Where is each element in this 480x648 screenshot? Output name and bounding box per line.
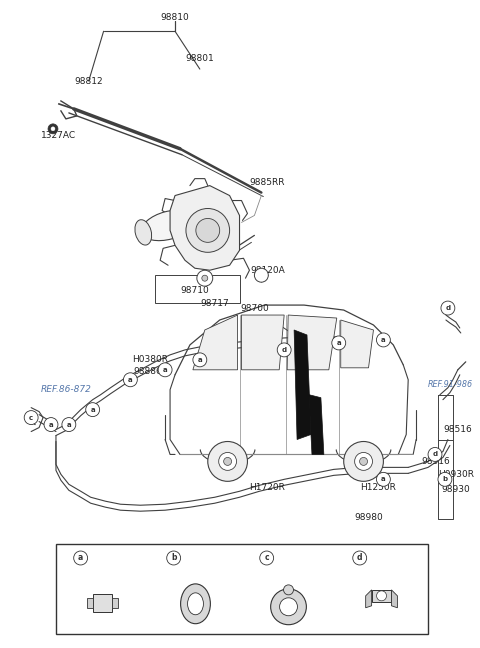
Text: REF.86-872: REF.86-872 — [40, 385, 91, 394]
Circle shape — [377, 591, 386, 601]
Text: a: a — [336, 340, 341, 346]
Text: d: d — [282, 347, 287, 353]
Circle shape — [123, 373, 137, 387]
Circle shape — [74, 551, 87, 565]
Text: d: d — [432, 452, 438, 457]
Circle shape — [24, 411, 38, 424]
Polygon shape — [193, 315, 238, 370]
Bar — [372, 590, 392, 602]
Text: 98810: 98810 — [161, 13, 190, 22]
Text: d: d — [357, 553, 362, 562]
Text: 98940C: 98940C — [281, 553, 316, 562]
Polygon shape — [294, 330, 311, 439]
Text: H0930R: H0930R — [438, 470, 474, 479]
Bar — [56, 544, 428, 634]
Circle shape — [254, 268, 268, 282]
Ellipse shape — [142, 210, 195, 240]
Text: a: a — [78, 553, 83, 562]
Polygon shape — [170, 185, 240, 270]
Bar — [93, 594, 112, 612]
Circle shape — [197, 270, 213, 286]
Text: 81199: 81199 — [98, 553, 127, 562]
Text: a: a — [381, 337, 386, 343]
Circle shape — [167, 551, 180, 565]
Circle shape — [438, 472, 452, 486]
Circle shape — [48, 124, 58, 134]
Bar — [112, 598, 119, 608]
Text: 98886: 98886 — [134, 367, 163, 376]
Circle shape — [332, 336, 346, 350]
Circle shape — [277, 343, 291, 357]
Text: c: c — [264, 553, 269, 562]
Polygon shape — [366, 590, 372, 608]
Text: 1327AC: 1327AC — [41, 132, 76, 141]
Circle shape — [186, 209, 229, 252]
Circle shape — [360, 457, 368, 465]
Text: 98652: 98652 — [377, 553, 406, 562]
Polygon shape — [309, 395, 324, 454]
Circle shape — [158, 363, 172, 376]
Text: 98893B: 98893B — [188, 553, 223, 562]
Text: 98120A: 98120A — [250, 266, 285, 275]
Polygon shape — [287, 315, 337, 370]
Text: H1250R: H1250R — [360, 483, 396, 492]
Text: b: b — [171, 553, 177, 562]
Text: 98710: 98710 — [180, 286, 209, 295]
Text: a: a — [198, 357, 202, 363]
Circle shape — [202, 275, 208, 281]
Circle shape — [344, 441, 384, 481]
Text: 98801: 98801 — [185, 54, 214, 63]
Circle shape — [260, 551, 274, 565]
Text: 98812: 98812 — [74, 76, 103, 86]
Text: 98516: 98516 — [421, 457, 450, 466]
Text: a: a — [128, 376, 132, 383]
Circle shape — [44, 417, 58, 432]
Circle shape — [271, 589, 306, 625]
Circle shape — [376, 472, 390, 486]
Text: 9885RR: 9885RR — [250, 178, 285, 187]
Circle shape — [62, 417, 76, 432]
Text: 98700: 98700 — [240, 303, 269, 312]
Polygon shape — [341, 320, 373, 368]
Polygon shape — [392, 590, 397, 608]
Text: 98980: 98980 — [354, 513, 383, 522]
Polygon shape — [241, 315, 284, 370]
Ellipse shape — [135, 220, 152, 245]
Text: a: a — [90, 407, 95, 413]
Circle shape — [376, 333, 390, 347]
Ellipse shape — [180, 584, 210, 624]
Circle shape — [51, 127, 55, 131]
Circle shape — [441, 301, 455, 315]
Circle shape — [353, 551, 367, 565]
Bar — [155, 275, 240, 303]
Text: c: c — [29, 415, 33, 421]
Circle shape — [428, 448, 442, 461]
Text: REF.91-986: REF.91-986 — [427, 380, 472, 389]
Text: a: a — [381, 476, 386, 482]
Text: a: a — [48, 422, 53, 428]
Text: 98930: 98930 — [442, 485, 470, 494]
Text: a: a — [163, 367, 168, 373]
Text: b: b — [443, 476, 447, 482]
Text: d: d — [445, 305, 450, 311]
Circle shape — [208, 441, 248, 481]
Circle shape — [86, 402, 100, 417]
Circle shape — [193, 353, 207, 367]
Circle shape — [284, 585, 293, 595]
Circle shape — [196, 218, 220, 242]
Circle shape — [219, 452, 237, 470]
Text: a: a — [67, 422, 71, 428]
Text: 98717: 98717 — [200, 299, 229, 308]
Text: H1720R: H1720R — [250, 483, 285, 492]
Bar — [86, 598, 93, 608]
Ellipse shape — [188, 593, 204, 615]
Text: 98516: 98516 — [444, 425, 472, 434]
Circle shape — [355, 452, 372, 470]
Circle shape — [224, 457, 231, 465]
Text: H0380R: H0380R — [132, 355, 168, 364]
Circle shape — [279, 598, 298, 616]
